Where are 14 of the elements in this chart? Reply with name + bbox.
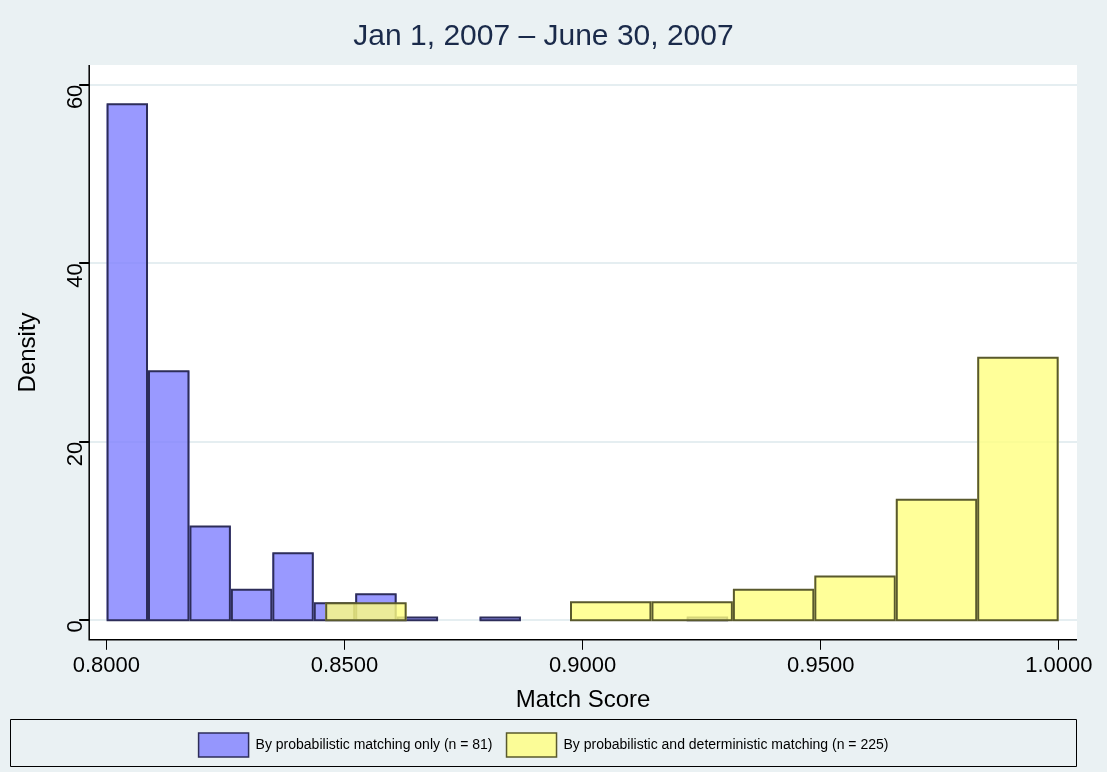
y-tick-label: 20 bbox=[62, 441, 88, 467]
x-tick-label: 0.8000 bbox=[72, 652, 140, 678]
legend-label: By probabilistic matching only (n = 81) bbox=[255, 735, 493, 752]
y-tick-label: 60 bbox=[62, 84, 88, 110]
x-axis-title: Match Score bbox=[515, 685, 651, 713]
x-tick-label: 0.9000 bbox=[548, 652, 617, 678]
legend-label: By probabilistic and deterministic matching (n = 225) bbox=[563, 735, 889, 752]
x-tick-label: 0.9500 bbox=[787, 652, 855, 678]
x-tick-label: 1.0000 bbox=[1025, 652, 1093, 678]
y-axis-title: Density bbox=[13, 312, 41, 393]
chart-title: Jan 1, 2007 – June 30, 2007 bbox=[353, 18, 734, 52]
x-tick-label: 0.8500 bbox=[310, 652, 379, 678]
y-tick-label: 0 bbox=[62, 620, 88, 633]
y-tick-label: 40 bbox=[62, 263, 88, 288]
